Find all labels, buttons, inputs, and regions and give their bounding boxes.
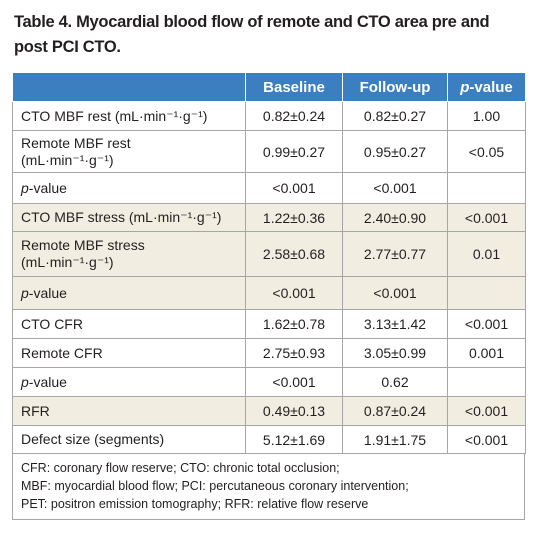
value-cell: 0.99±0.27 bbox=[245, 130, 343, 173]
footnote-line: CFR: coronary flow reserve; CTO: chronic… bbox=[21, 461, 340, 475]
label-line: (mL·min⁻¹·g⁻¹) bbox=[21, 151, 114, 168]
label-line: p-value bbox=[21, 284, 67, 301]
value-cell: 1.22±0.36 bbox=[245, 203, 343, 232]
footnote: CFR: coronary flow reserve; CTO: chronic… bbox=[12, 453, 525, 520]
header-cell: Baseline bbox=[245, 72, 343, 102]
label-line: Remote MBF rest bbox=[21, 134, 131, 151]
value-cell: 0.87±0.24 bbox=[342, 396, 448, 426]
table-row: RFR 0.49±0.13 0.87±0.24 <0.001 bbox=[12, 396, 526, 426]
value-cell: 3.05±0.99 bbox=[342, 338, 448, 368]
value-cell: 0.62 bbox=[342, 367, 448, 397]
row-label: p-value bbox=[12, 276, 246, 310]
table-row: Remote CFR 2.75±0.93 3.05±0.99 0.001 bbox=[12, 338, 526, 368]
value-cell: 0.82±0.27 bbox=[342, 101, 448, 131]
data-table: Baseline Follow-up p-value CTO MBF rest (mL… bbox=[12, 72, 526, 454]
value-cell: 2.40±0.90 bbox=[342, 203, 448, 232]
table-title: Table 4. Myocardial blood flow of remote… bbox=[14, 10, 529, 60]
footnote-line: PET: positron emission tomography; RFR: … bbox=[21, 497, 369, 511]
value-cell: 2.77±0.77 bbox=[342, 231, 448, 277]
row-label: Remote MBF stress (mL·min⁻¹·g⁻¹) bbox=[12, 231, 246, 277]
table-row: CTO MBF stress (mL·min⁻¹·g⁻¹) 1.22±0.36 2.… bbox=[12, 203, 526, 232]
label-line: Remote CFR bbox=[21, 344, 103, 361]
row-label: p-value bbox=[12, 367, 246, 397]
empty-cell bbox=[447, 276, 526, 310]
value-cell: 1.00 bbox=[447, 101, 526, 131]
header-cell: p-value bbox=[447, 72, 526, 102]
value-cell: <0.001 bbox=[342, 276, 448, 310]
value-cell: <0.001 bbox=[245, 172, 343, 204]
label-line: Defect size (segments) bbox=[21, 431, 165, 447]
row-label: CTO MBF rest (mL·min⁻¹·g⁻¹) bbox=[12, 101, 246, 131]
table-row: p-value <0.001 <0.001 bbox=[12, 276, 526, 310]
table-row: p-value <0.001 <0.001 bbox=[12, 172, 526, 204]
value-cell: <0.001 bbox=[447, 425, 526, 454]
value-cell: <0.001 bbox=[245, 276, 343, 310]
value-cell: 3.13±1.42 bbox=[342, 309, 448, 339]
row-label: p-value bbox=[12, 172, 246, 204]
value-cell: <0.001 bbox=[447, 396, 526, 426]
table-row: CTO MBF rest (mL·min⁻¹·g⁻¹) 0.82±0.24 0.82… bbox=[12, 101, 526, 131]
value-cell: 2.75±0.93 bbox=[245, 338, 343, 368]
row-label: CTO CFR bbox=[12, 309, 246, 339]
label-line: CTO CFR bbox=[21, 315, 83, 332]
empty-cell bbox=[447, 367, 526, 397]
value-cell: 0.82±0.24 bbox=[245, 101, 343, 131]
value-cell: <0.001 bbox=[342, 172, 448, 204]
label-line: p-value bbox=[21, 373, 67, 390]
row-label: Remote CFR bbox=[12, 338, 246, 368]
title-line: Table 4. Myocardial blood flow of remote… bbox=[14, 13, 490, 31]
table-row: Defect size (segments) 5.12±1.69 1.91±1.75… bbox=[12, 425, 526, 454]
label-line: CTO MBF rest (mL·min⁻¹·g⁻¹) bbox=[21, 107, 208, 124]
label-line: p-value bbox=[21, 179, 67, 196]
table-row: p-value <0.001 0.62 bbox=[12, 367, 526, 397]
value-cell: <0.001 bbox=[245, 367, 343, 397]
value-cell: 2.58±0.68 bbox=[245, 231, 343, 277]
row-label: RFR bbox=[12, 396, 246, 426]
label-line: RFR bbox=[21, 402, 50, 419]
row-label: CTO MBF stress (mL·min⁻¹·g⁻¹) bbox=[12, 203, 246, 232]
footnote-line: MBF: myocardial blood flow; PCI: percuta… bbox=[21, 479, 409, 493]
value-cell: 5.12±1.69 bbox=[245, 425, 343, 454]
title-line: post PCI CTO. bbox=[14, 38, 121, 56]
label-line: (mL·min⁻¹·g⁻¹) bbox=[21, 254, 114, 270]
label-line: CTO MBF stress (mL·min⁻¹·g⁻¹) bbox=[21, 209, 222, 225]
value-cell: <0.001 bbox=[447, 309, 526, 339]
value-cell: 0.01 bbox=[447, 231, 526, 277]
header-row: Baseline Follow-up p-value bbox=[12, 72, 526, 102]
row-label: Defect size (segments) bbox=[12, 425, 246, 454]
value-cell: <0.001 bbox=[447, 203, 526, 232]
row-label: Remote MBF rest (mL·min⁻¹·g⁻¹) bbox=[12, 130, 246, 173]
value-cell: 1.62±0.78 bbox=[245, 309, 343, 339]
value-cell: 1.91±1.75 bbox=[342, 425, 448, 454]
value-cell: <0.05 bbox=[447, 130, 526, 173]
table-row: CTO CFR 1.62±0.78 3.13±1.42 <0.001 bbox=[12, 309, 526, 339]
label-line: Remote MBF stress bbox=[21, 237, 145, 253]
empty-cell bbox=[447, 172, 526, 204]
value-cell: 0.001 bbox=[447, 338, 526, 368]
header-cell: Follow-up bbox=[342, 72, 448, 102]
table-row: Remote MBF stress (mL·min⁻¹·g⁻¹) 2.58±0.68… bbox=[12, 231, 526, 277]
value-cell: 0.95±0.27 bbox=[342, 130, 448, 173]
table-row: Remote MBF rest (mL·min⁻¹·g⁻¹) 0.99±0.27 0.… bbox=[12, 130, 526, 173]
header-cell bbox=[12, 72, 246, 102]
value-cell: 0.49±0.13 bbox=[245, 396, 343, 426]
